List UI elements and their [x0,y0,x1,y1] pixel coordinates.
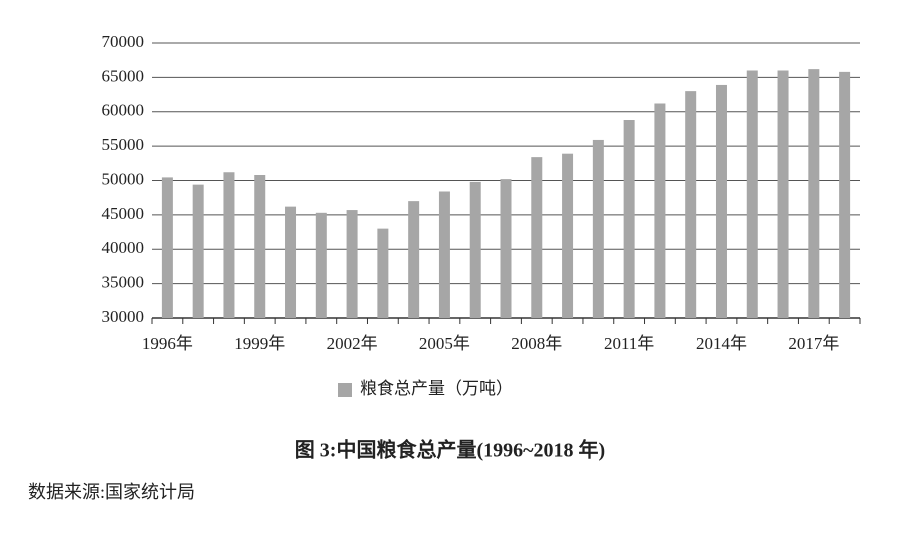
y-tick-label: 55000 [102,135,145,154]
x-tick-label: 2014年 [696,334,747,353]
legend-label: 粮食总产量（万吨） [360,379,513,398]
bar [808,69,820,318]
x-tick-label: 2017年 [788,334,839,353]
bar [839,71,851,318]
bar [623,120,635,318]
bar [223,172,235,318]
y-tick-label: 60000 [102,101,145,120]
y-tick-label: 30000 [102,307,145,326]
bar [715,84,727,318]
bar [469,181,481,318]
legend-swatch [338,383,352,397]
bar [654,103,666,318]
y-tick-label: 40000 [102,238,145,257]
x-tick-label: 2011年 [604,334,654,353]
bar [562,153,574,318]
bar [254,175,266,318]
bar [500,179,512,318]
chart-title: 图 3:中国粮食总产量(1996~2018 年) [295,438,605,462]
bar [685,91,697,318]
bar [746,70,758,318]
bar [377,228,389,318]
bar [408,201,420,318]
bar [346,210,358,318]
bar [161,177,173,318]
x-tick-label: 1996年 [142,334,193,353]
bar [592,139,604,318]
y-tick-label: 50000 [102,169,145,188]
bar [315,212,327,318]
y-tick-label: 45000 [102,204,145,223]
bar [285,206,297,318]
x-tick-label: 2008年 [511,334,562,353]
x-tick-label: 2005年 [419,334,470,353]
y-tick-label: 65000 [102,66,145,85]
bar [531,157,543,318]
y-tick-label: 35000 [102,273,145,292]
bar [777,70,789,318]
y-tick-label: 70000 [102,32,145,51]
x-tick-label: 1999年 [234,334,285,353]
bar [438,191,450,318]
source-note: 数据来源:国家统计局 [28,482,195,502]
x-tick-label: 2002年 [327,334,378,353]
bar [192,184,204,318]
